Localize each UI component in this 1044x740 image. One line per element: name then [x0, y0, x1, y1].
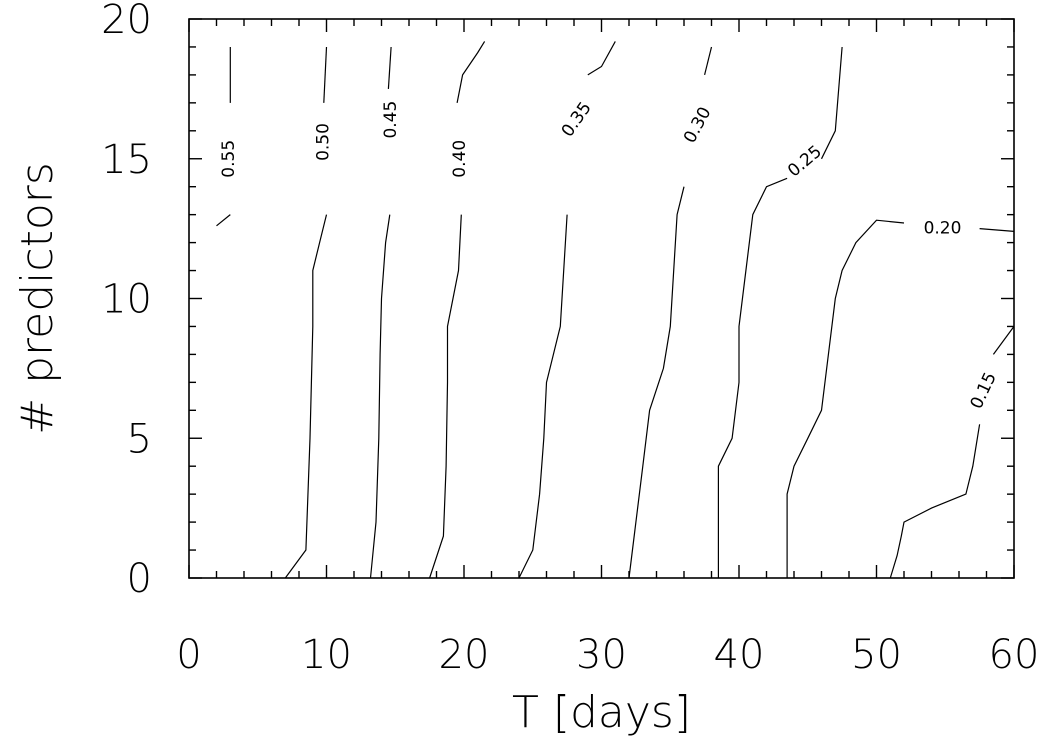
x-tick-label: 60	[989, 632, 1040, 678]
contour-line-0.25	[717, 177, 788, 578]
x-axis-title: T [days]	[512, 687, 691, 736]
contour-line-0.25-upper	[820, 46, 843, 160]
x-tick-label: 0	[176, 632, 201, 678]
contour-labels-layer: 0.55 0.50 0.45 0.40 0.35 0.30 0.25 0.20 0.15	[219, 98, 1001, 412]
x-tick-label: 30	[576, 632, 627, 678]
contour-line-0.30-upper	[704, 46, 713, 76]
contour-line-0.55	[216, 214, 231, 227]
contour-label: 0.55	[219, 140, 239, 178]
x-tick-label: 10	[301, 632, 352, 678]
contour-label: 0.50	[314, 123, 334, 161]
contour-line-0.45	[369, 214, 391, 579]
x-tick-label: 20	[439, 632, 490, 678]
contour-line-0.40-upper	[456, 41, 486, 104]
y-tick-label: 20	[101, 0, 152, 43]
contour-label: 0.25	[784, 142, 826, 182]
y-axis-title: # predictors	[12, 162, 63, 435]
y-tick-label: 5	[127, 416, 152, 462]
contour-line-0.50	[284, 214, 328, 579]
contour-line-0.50-upper	[323, 46, 328, 103]
contour-label: 0.40	[450, 140, 470, 178]
contour-line-0.15	[889, 424, 981, 579]
contour-line-0.45-upper	[387, 46, 392, 89]
contour-label: 0.35	[558, 98, 596, 140]
axis-text-layer: 0 10 20 30 40 50 60 0 5 10 15 20 T [days] # predictor…	[12, 0, 1040, 738]
ticks-layer	[188, 18, 1015, 579]
contour-line-0.20	[786, 219, 905, 578]
x-tick-label: 40	[714, 632, 765, 678]
contour-label: 0.20	[924, 219, 962, 239]
contour-line-0.35-upper	[587, 41, 616, 76]
contour-label: 0.15	[967, 369, 1001, 412]
y-tick-label: 0	[127, 556, 152, 602]
contour-line-0.40	[429, 214, 462, 579]
y-tick-label: 15	[101, 137, 152, 183]
contour-line-0.15-upper	[992, 326, 1015, 355]
contour-line-0.20-upper	[979, 228, 1015, 232]
contour-label: 0.30	[680, 104, 715, 147]
contours-layer	[216, 41, 1015, 579]
contour-label: 0.45	[381, 101, 401, 139]
contour-line-0.35	[518, 214, 568, 579]
x-tick-label: 50	[851, 632, 902, 678]
contour-line-0.30	[628, 186, 685, 579]
y-tick-label: 10	[101, 277, 152, 323]
